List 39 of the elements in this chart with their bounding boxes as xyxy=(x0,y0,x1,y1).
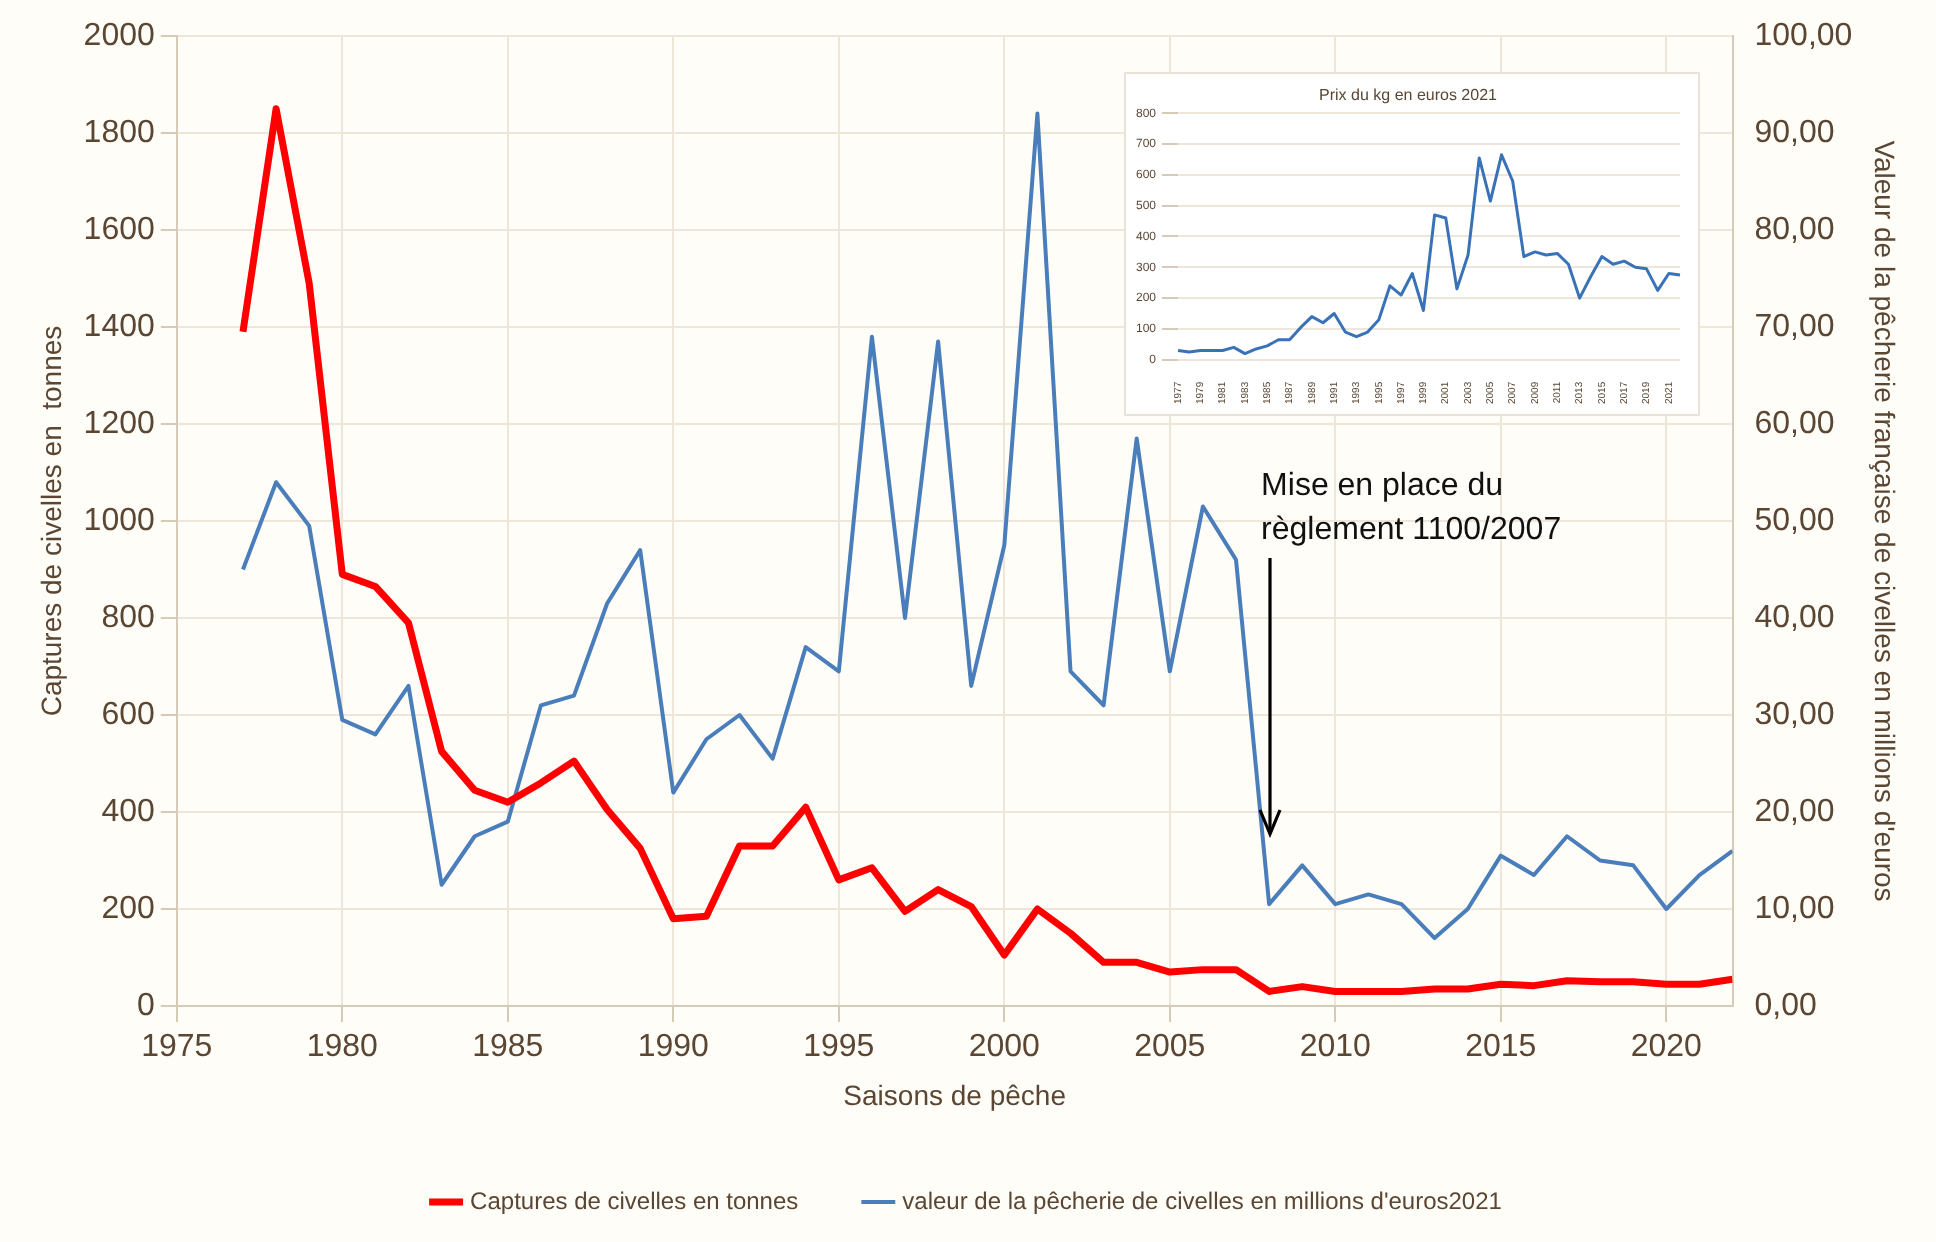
y-tick-label: 400 xyxy=(101,794,155,829)
y2-tick-label: 60,00 xyxy=(1754,406,1835,441)
y-tick-label: 200 xyxy=(101,891,155,926)
y-tick-label: 1200 xyxy=(83,406,155,441)
y2-tick-label: 80,00 xyxy=(1754,212,1835,247)
y2-tick-label: 20,00 xyxy=(1754,794,1835,829)
y-tick-label: 2000 xyxy=(83,18,155,53)
x-tick-label: 2010 xyxy=(1299,1030,1372,1065)
y2-tick-label: 10,00 xyxy=(1754,891,1835,926)
y-tick-label: 1400 xyxy=(83,309,155,344)
x-axis-title: Saisons de pêche xyxy=(843,1078,1067,1111)
x-tick-label: 2015 xyxy=(1465,1030,1537,1065)
y2-tick-label: 30,00 xyxy=(1754,697,1835,732)
y-tick-label: 1000 xyxy=(83,503,155,538)
legend-label: valeur de la pêcherie de civelles en millions d'euros2021 xyxy=(902,1186,1503,1215)
x-tick-label: 2005 xyxy=(1134,1030,1206,1065)
x-tick-label: 1980 xyxy=(306,1030,379,1065)
y2-tick-label: 50,00 xyxy=(1754,503,1835,538)
x-tick-label: 1990 xyxy=(637,1030,710,1065)
y-tick-label: 1800 xyxy=(83,115,155,150)
x-tick-label: 1975 xyxy=(141,1030,213,1065)
y-axis-title: Captures de civelles en tonnes xyxy=(34,325,67,717)
y2-tick-label: 70,00 xyxy=(1754,309,1835,344)
y-tick-label: 800 xyxy=(101,600,155,635)
x-tick-label: 1985 xyxy=(472,1030,544,1065)
chart-title: Prix du kg en euros 2021 xyxy=(1319,86,1499,105)
y2-tick-label: 90,00 xyxy=(1754,115,1835,150)
y2-tick-label: 40,00 xyxy=(1754,600,1835,635)
x-tick-label: 2000 xyxy=(968,1030,1041,1065)
legend-label: Captures de civelles en tonnes xyxy=(470,1186,799,1215)
y-tick-label: 600 xyxy=(101,697,155,732)
y2-tick-label: 100,00 xyxy=(1754,18,1853,53)
y-tick-label: 1600 xyxy=(83,212,155,247)
annotation: Mise en place du règlement 1100/2007 xyxy=(1261,468,1562,547)
y2-axis-title: Valeur de la pêcherie française de civelles en millions d'euros xyxy=(1869,140,1902,902)
x-tick-label: 1995 xyxy=(803,1030,875,1065)
x-tick-label: 2020 xyxy=(1630,1030,1703,1065)
y-tick-label: 0 xyxy=(136,988,155,1023)
y2-tick-label: 0,00 xyxy=(1754,988,1818,1023)
